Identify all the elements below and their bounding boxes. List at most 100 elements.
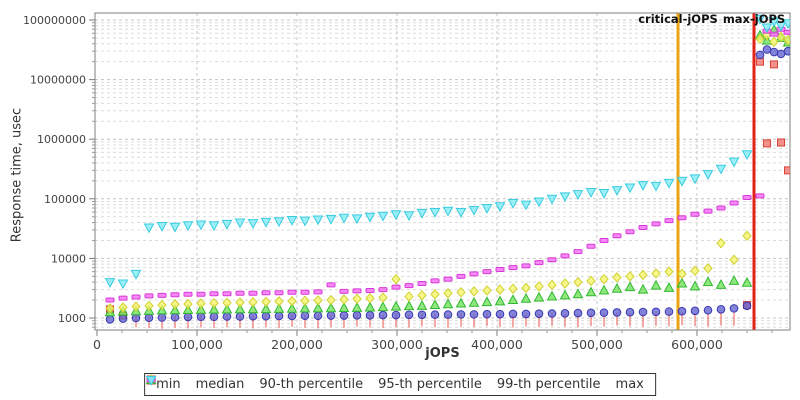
data-point [287,295,297,307]
data-point [195,304,207,314]
data-point [586,308,596,318]
data-point [637,283,649,294]
data-point [638,224,648,230]
data-point [538,313,540,327]
data-point [312,215,324,226]
data-point [391,273,401,285]
data-point [313,311,323,321]
data-point [690,306,700,316]
data-point [650,181,662,192]
data-point [547,279,557,291]
data-point [625,271,635,282]
data-point [170,292,180,298]
data-point [495,284,505,295]
data-point [473,314,475,328]
data-point [625,229,635,235]
legend-item-median: median [146,375,245,392]
data-points [104,14,790,329]
data-point [187,315,189,329]
data-point [300,289,310,295]
series-median [105,45,790,324]
y-tick-label: 100000000 [23,14,86,27]
data-point [707,313,709,327]
legend-item-label: max [615,377,644,392]
data-point [235,312,245,321]
data-point [417,310,427,320]
data-point [689,280,701,291]
data-point [689,174,701,185]
data-point [599,273,609,285]
data-point [586,243,596,249]
data-point [720,312,722,326]
data-point [572,288,584,299]
data-point [603,313,605,327]
data-point [676,176,688,187]
data-point [434,314,436,328]
data-point [784,166,790,175]
legend-item-label: 95-th percentile [378,377,482,392]
data-point [209,291,219,297]
data-point [616,312,618,326]
data-point [520,200,532,211]
data-point [104,278,116,288]
legend-item-label: 90-th percentile [259,377,364,392]
data-point [651,307,661,317]
data-point [105,303,115,314]
data-point [546,194,558,205]
data-point [481,204,493,214]
data-point [755,50,765,60]
data-point [533,291,545,302]
data-point [239,314,241,328]
data-point [783,34,790,46]
data-point [157,313,167,322]
data-point [629,313,631,327]
legend-item-label: median [195,377,245,392]
data-point [260,303,272,314]
data-point [369,314,371,328]
x-tick-label: 400,000 [471,337,523,352]
data-point [443,310,453,319]
data-point [286,302,298,313]
data-point [702,170,714,180]
data-point [274,296,284,307]
data-point [169,222,181,233]
y-axis-title: Response time, usec [9,107,25,243]
data-point [508,309,518,319]
data-point [378,292,388,303]
legend-item-99-th-percentile: 99-th percentile [146,377,601,392]
data-point [777,138,785,147]
data-point [213,315,215,329]
data-point [365,310,375,320]
data-point [651,221,661,227]
data-point [118,302,128,313]
data-point [481,296,493,307]
data-point [520,292,532,303]
y-tick-label: 1000000 [37,133,86,146]
triangle-down-marker-icon [145,376,157,386]
data-point [456,310,466,319]
legend-item-min: min [146,375,181,392]
data-point [534,260,544,266]
data-point [183,298,193,310]
data-point [330,314,332,328]
data-point [702,276,714,287]
data-point [599,308,609,317]
data-point [456,287,466,298]
data-point [690,265,700,277]
chart-legend: min median 90-th percentile 95-th percentil… [144,373,656,396]
data-point [208,221,220,232]
data-point [261,311,271,321]
data-point [499,313,501,327]
data-point [742,301,752,311]
data-point [170,299,180,310]
data-point [677,268,687,280]
data-point [525,313,527,327]
data-point [248,290,258,296]
data-point [209,297,219,309]
data-point [468,296,480,307]
data-point [508,283,518,294]
data-point [611,282,623,293]
data-point [274,311,284,321]
data-point [642,313,644,327]
